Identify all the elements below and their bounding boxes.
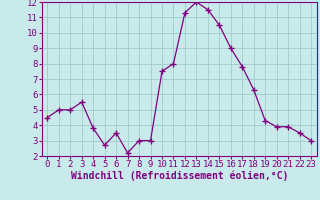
X-axis label: Windchill (Refroidissement éolien,°C): Windchill (Refroidissement éolien,°C) — [70, 171, 288, 181]
